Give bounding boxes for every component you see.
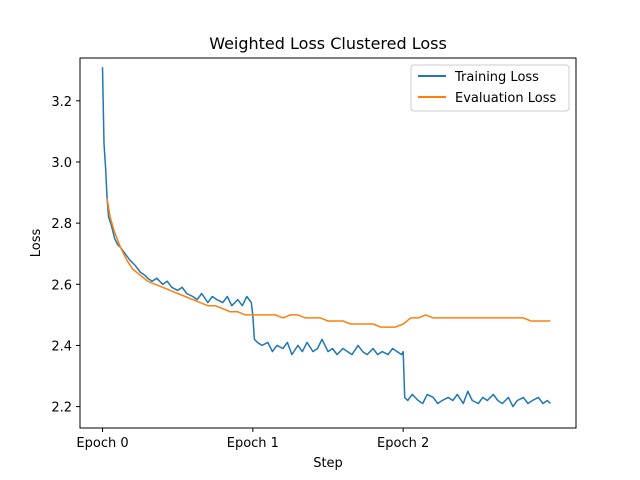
- y-tick-label: 2.6: [51, 278, 72, 293]
- y-tick-label: 2.2: [51, 401, 72, 416]
- series-line-training-loss: [101, 67, 551, 408]
- y-axis-label: Loss: [29, 229, 44, 258]
- y-tick-label: 2.4: [51, 339, 72, 354]
- y-tick-label: 3.2: [51, 95, 72, 110]
- x-tick-label: Epoch 0: [76, 436, 128, 451]
- series-line-evaluation-loss: [106, 198, 551, 328]
- legend-label-training-loss: Training Loss: [454, 70, 539, 85]
- plot-area: [101, 67, 551, 408]
- legend-box: [410, 64, 570, 112]
- x-axis-label: Step: [313, 456, 343, 471]
- chart-title: Weighted Loss Clustered Loss: [209, 34, 447, 53]
- x-tick-label: Epoch 2: [377, 436, 429, 451]
- x-tick-label: Epoch 1: [227, 436, 279, 451]
- legend: Training Loss Evaluation Loss: [410, 64, 570, 112]
- plot-frame: [79, 57, 577, 429]
- y-tick-label: 3.0: [51, 156, 72, 171]
- axis-ticks: Epoch 0 Epoch 1 Epoch 2 2.2 2.4 2.6 2.8 3.0 3.2: [51, 95, 429, 451]
- y-tick-label: 2.8: [51, 217, 72, 232]
- legend-label-evaluation-loss: Evaluation Loss: [455, 91, 556, 106]
